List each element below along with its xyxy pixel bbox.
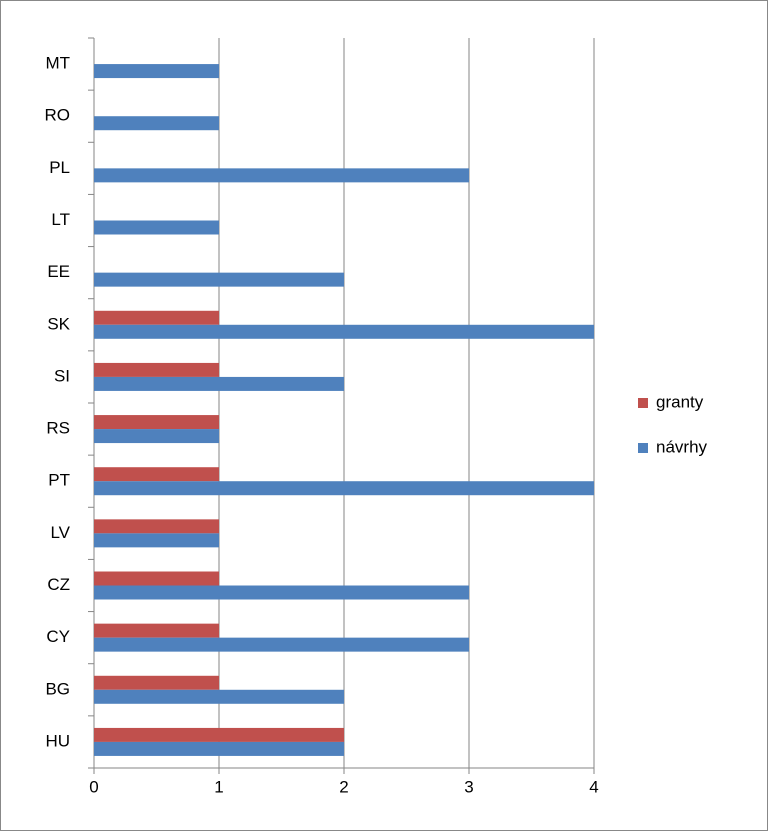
y-tick-label: BG: [45, 679, 70, 698]
bar: [94, 220, 219, 235]
y-tick-label: HU: [45, 731, 70, 750]
bar: [94, 637, 469, 652]
bar: [94, 519, 219, 534]
bar: [94, 623, 219, 638]
bar: [94, 376, 344, 391]
bar: [94, 727, 344, 742]
bar: [94, 481, 594, 496]
x-tick-label: 2: [339, 777, 348, 796]
y-tick-label: RO: [45, 106, 71, 125]
bar: [94, 64, 219, 79]
y-tick-label: LV: [50, 523, 70, 542]
y-tick-label: CZ: [47, 575, 70, 594]
y-tick-label: MT: [45, 54, 70, 73]
bar: [94, 689, 344, 704]
x-tick-label: 0: [89, 777, 98, 796]
legend-label: granty: [656, 392, 704, 411]
x-tick-label: 4: [589, 777, 598, 796]
bar: [94, 415, 219, 430]
y-tick-label: SI: [54, 366, 70, 385]
bar: [94, 429, 219, 444]
bar: [94, 272, 344, 287]
bar: [94, 585, 469, 600]
x-tick-label: 3: [464, 777, 473, 796]
y-tick-label: LT: [51, 210, 70, 229]
y-tick-label: PT: [48, 471, 70, 490]
bar: [94, 741, 344, 756]
y-tick-label: SK: [47, 314, 70, 333]
legend-label: návrhy: [656, 437, 708, 456]
bar: [94, 310, 219, 325]
y-tick-label: EE: [47, 262, 70, 281]
bar: [94, 571, 219, 586]
bar: [94, 467, 219, 482]
bar: [94, 168, 469, 183]
bar: [94, 116, 219, 131]
legend-swatch: [638, 443, 648, 453]
bar: [94, 533, 219, 548]
y-tick-label: PL: [49, 158, 70, 177]
y-tick-label: RS: [46, 419, 70, 438]
bar: [94, 675, 219, 690]
legend-swatch: [638, 398, 648, 408]
y-tick-label: CY: [46, 627, 70, 646]
x-tick-label: 1: [214, 777, 223, 796]
bar: [94, 324, 594, 339]
bar: [94, 362, 219, 377]
